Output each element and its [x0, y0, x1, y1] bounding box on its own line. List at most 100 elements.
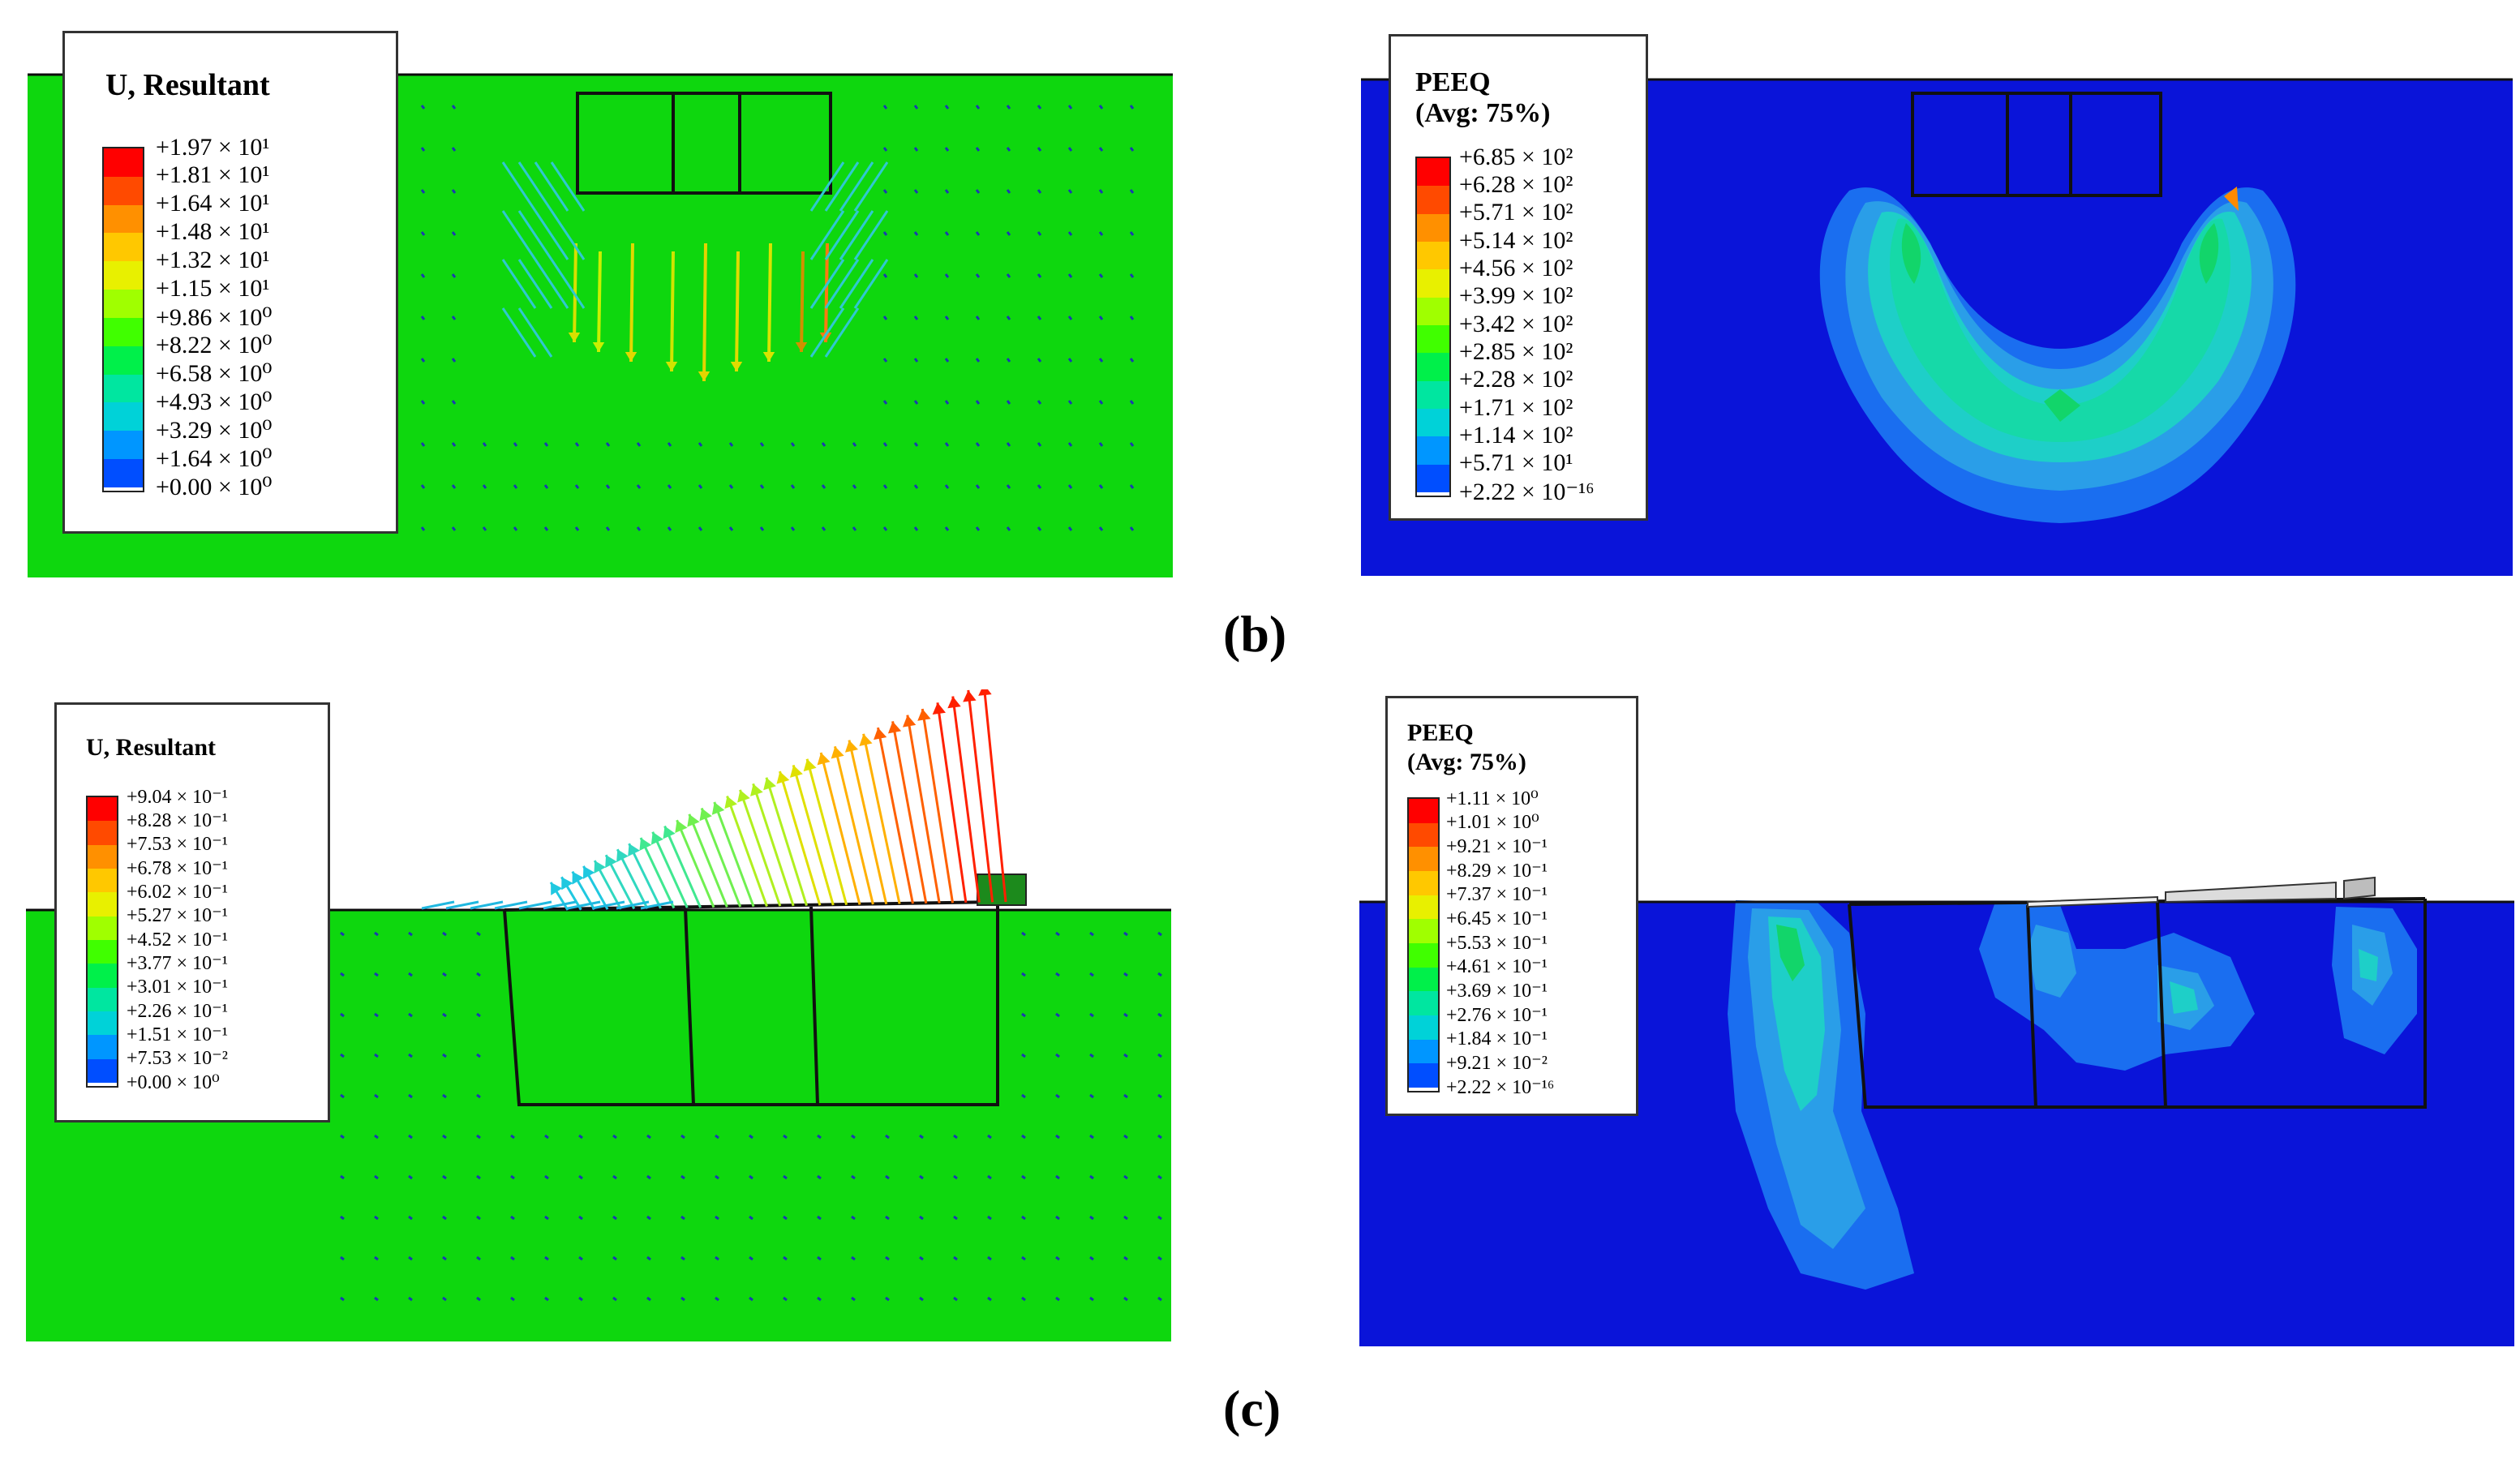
vector-arrow	[800, 251, 805, 353]
vector-arrow	[534, 210, 569, 260]
vector-dot	[1021, 1134, 1026, 1140]
vector-dot	[919, 1174, 924, 1180]
vector-dot	[408, 931, 413, 937]
legend-swatch	[104, 459, 143, 487]
vector-dot	[944, 442, 950, 447]
vector-dot	[1129, 273, 1135, 278]
vector-dot	[783, 1174, 788, 1180]
vector-dot	[1006, 147, 1011, 152]
vector-dot	[953, 1174, 958, 1180]
vector-dot	[476, 1215, 481, 1221]
legend-swatch	[1417, 380, 1449, 409]
vector-dot	[975, 400, 981, 405]
vector-dot	[1129, 484, 1135, 489]
vector-dot	[636, 484, 642, 489]
vector-dot	[442, 1296, 447, 1302]
vector-arrowhead	[763, 777, 776, 791]
legend-swatch	[104, 290, 143, 318]
vector-dot	[790, 526, 796, 531]
vector-arrow	[834, 745, 874, 905]
vector-arrow	[517, 307, 553, 358]
vector-dot	[975, 484, 981, 489]
vector-dot	[1006, 273, 1011, 278]
vector-dot	[374, 1215, 379, 1221]
vector-arrow	[983, 689, 1007, 903]
vector-arrowhead	[932, 702, 947, 715]
vector-dot	[340, 1215, 345, 1221]
vector-dot	[646, 1256, 651, 1261]
vector-arrow	[809, 161, 845, 212]
vector-dot	[882, 400, 888, 405]
legend-swatch	[1417, 324, 1449, 354]
vector-dot	[374, 1256, 379, 1261]
legend-colorbar	[102, 147, 144, 492]
vector-dot	[1055, 1296, 1060, 1302]
vector-arrow	[628, 843, 662, 909]
legend-value: +1.64 × 10¹	[156, 190, 270, 217]
vector-dot	[987, 1256, 992, 1261]
vector-dot	[715, 1134, 719, 1140]
vector-arrowhead	[650, 831, 663, 845]
vector-arrowhead	[917, 708, 931, 721]
vector-dot	[698, 526, 703, 531]
legend-value: +2.76 × 10⁻¹	[1446, 1004, 1548, 1026]
legend-value: +6.45 × 10⁻¹	[1446, 908, 1548, 930]
vector-arrow	[824, 161, 860, 212]
vector-dot	[698, 442, 703, 447]
legend-value: +6.85 × 10²	[1459, 143, 1573, 170]
vector-dot	[913, 442, 919, 447]
vector-dot	[749, 1215, 753, 1221]
legend-swatch	[1409, 967, 1438, 992]
vector-dot	[476, 1174, 481, 1180]
vector-dot	[821, 484, 826, 489]
vector-dot	[612, 1215, 617, 1221]
vector-dot	[451, 442, 457, 447]
legend-c-displacement: U, Resultant +9.04 × 10⁻¹ +8.28 × 10⁻¹ +7.…	[54, 702, 330, 1122]
vector-dot	[1037, 400, 1042, 405]
legend-value: +8.28 × 10⁻¹	[127, 810, 228, 832]
vector-dot	[821, 526, 826, 531]
vector-dot	[913, 147, 919, 152]
vector-dot	[1006, 358, 1011, 363]
legend-c-peeq: PEEQ (Avg: 75%) +1.11 × 10⁰ +1.01 × 10⁰ +9…	[1385, 696, 1638, 1116]
legend-value: +2.26 × 10⁻¹	[127, 1000, 228, 1022]
vector-arrowhead	[844, 740, 859, 753]
vector-arrow	[501, 259, 537, 309]
vector-arrow	[688, 813, 728, 908]
vector-dot	[975, 358, 981, 363]
vector-arrow	[726, 795, 768, 907]
vector-dot	[420, 442, 426, 447]
legend-value: +3.01 × 10⁻¹	[127, 977, 228, 998]
vector-arrowhead	[737, 789, 750, 803]
vector-dot	[882, 147, 888, 152]
vector-dot	[420, 358, 426, 363]
vector-dot	[578, 1134, 583, 1140]
displacement-vectors	[501, 161, 889, 382]
vector-dot	[420, 189, 426, 194]
background-vectors	[340, 931, 1162, 1302]
vector-arrow	[921, 708, 955, 904]
vector-dot	[1037, 231, 1042, 236]
vector-dot	[408, 1256, 413, 1261]
vector-dot	[1089, 1093, 1094, 1099]
vector-dot	[1055, 1012, 1060, 1018]
vector-dot	[374, 931, 379, 937]
vector-arrow	[517, 161, 553, 212]
legend-swatch	[88, 1035, 117, 1059]
vector-dot	[821, 442, 826, 447]
vector-arrow	[853, 161, 889, 212]
vector-dot	[1055, 1053, 1060, 1058]
legend-value: +6.58 × 10⁰	[156, 360, 273, 388]
vector-arrowhead	[594, 861, 606, 874]
vector-dot	[1006, 526, 1011, 531]
vector-dot	[1089, 1012, 1094, 1018]
vector-dot	[944, 526, 950, 531]
vector-dot	[476, 931, 481, 937]
vector-arrow	[906, 715, 941, 904]
legend-value: +1.51 × 10⁻¹	[127, 1024, 228, 1046]
vector-dot	[1129, 189, 1135, 194]
vector-dot	[510, 1134, 515, 1140]
legend-value: +1.11 × 10⁰	[1446, 788, 1539, 809]
vector-dot	[1089, 972, 1094, 977]
vector-dot	[646, 1215, 651, 1221]
